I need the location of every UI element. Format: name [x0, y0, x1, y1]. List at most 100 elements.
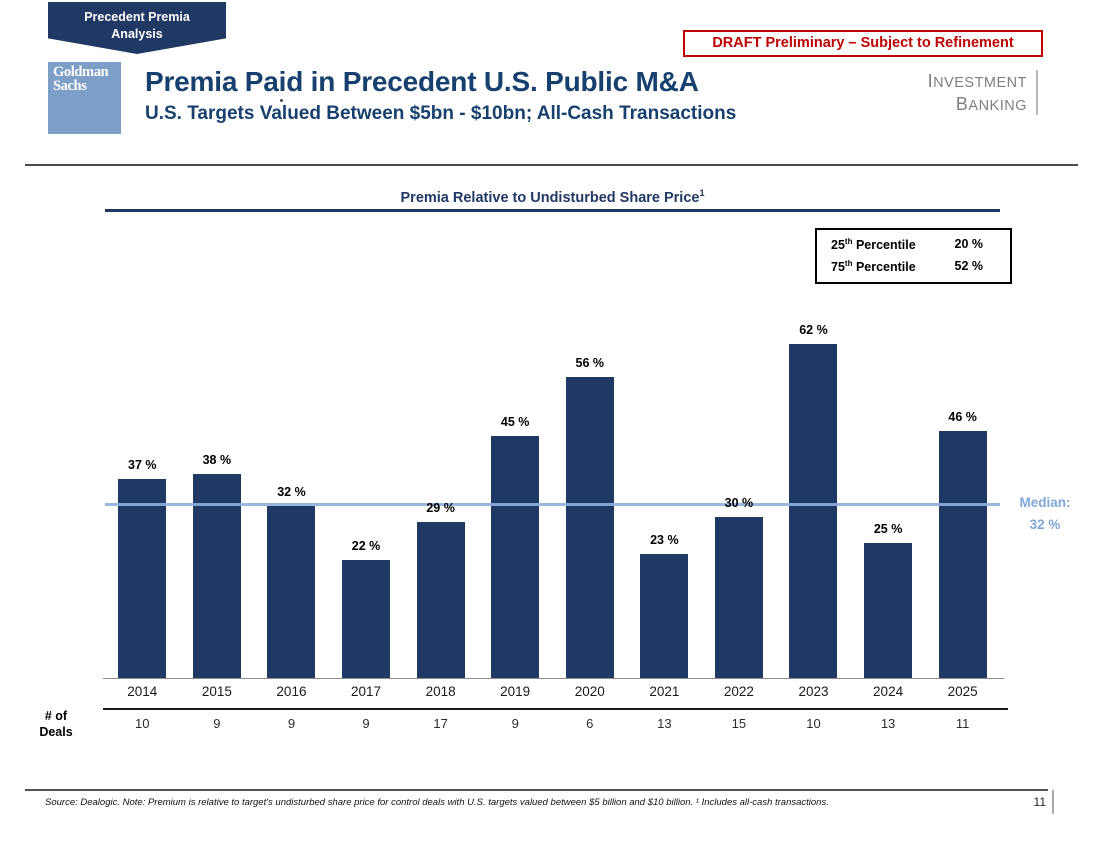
bar-column: 23 % [627, 220, 702, 678]
year-label: 2020 [574, 684, 605, 699]
bar-chart-plot: 37 % 38 % 32 % 22 % 29 % 45 % 56 % 23 % 30 % 62 %… [105, 220, 1000, 678]
year-label: 2024 [873, 684, 904, 699]
stray-dot [280, 99, 283, 102]
bar-value-label: 25 % [873, 522, 903, 536]
deal-count: 11 [955, 716, 970, 731]
chart-title-text: Premia Relative to Undisturbed Share Pri… [400, 189, 700, 206]
bar [192, 474, 241, 678]
year-label: 2015 [201, 684, 232, 699]
deal-count: 9 [287, 716, 296, 731]
section-tab-line2: Analysis [111, 26, 163, 41]
chart-title-footnote-marker: 1 [699, 188, 705, 198]
median-label-line2: 32 % [1029, 516, 1061, 532]
bar-column: 46 % [925, 220, 1000, 678]
deals-label-line2: Deals [39, 724, 73, 739]
bar-column: 32 % [254, 220, 329, 678]
bar-column: 22 % [329, 220, 404, 678]
deal-counts-row: 10 9 9 9 17 9 6 13 15 10 13 11 [105, 716, 1000, 731]
year-label: 2022 [723, 684, 754, 699]
bar-value-label: 46 % [948, 410, 977, 424]
deal-count: 10 [135, 716, 150, 731]
bar-column: 45 % [478, 220, 553, 678]
bar [565, 377, 614, 678]
deal-count: 10 [806, 716, 821, 731]
division-line2: Banking [955, 93, 1027, 114]
bar-column: 37 % [105, 220, 180, 678]
section-tab-line1: Precedent Premia [84, 10, 190, 24]
deal-count: 6 [586, 716, 594, 731]
deals-row-label: # of Deals [25, 709, 87, 740]
year-label: 2016 [276, 684, 307, 699]
bar-value-label: 22 % [351, 539, 381, 553]
logo-line1: Goldman [53, 64, 109, 80]
deal-count: 9 [213, 716, 221, 731]
bar-value-label: 37 % [128, 458, 157, 472]
bar [789, 344, 838, 678]
draft-stamp: DRAFT Preliminary – Subject to Refinemen… [683, 30, 1043, 57]
bar-column: 29 % [403, 220, 478, 678]
bar [864, 543, 913, 678]
year-label: 2021 [649, 684, 680, 699]
logo-line2: Sachs [53, 77, 87, 94]
deal-count: 13 [657, 716, 672, 731]
percentile-75-label: 75th Percentile [831, 259, 916, 275]
bar-column: 62 % [776, 220, 851, 678]
page-number: 11 [1033, 795, 1046, 809]
percentile-box: 25th Percentile 20 % 75th Percentile 52 … [815, 228, 1012, 284]
bar-value-label: 30 % [724, 496, 754, 510]
deals-label-line1: # of [44, 709, 68, 723]
median-line [105, 503, 1000, 506]
bar [938, 431, 987, 678]
bar-value-label: 62 % [799, 323, 828, 337]
footer-divider [25, 789, 1048, 791]
division-line1: Investment [927, 71, 1027, 91]
header-divider [25, 164, 1078, 166]
bar [267, 506, 316, 678]
year-label: 2018 [425, 684, 456, 699]
bar [640, 554, 689, 678]
year-label: 2023 [798, 684, 829, 699]
deals-divider-line [103, 708, 1008, 710]
page-number-bar [1052, 790, 1054, 814]
bar [714, 517, 763, 678]
bar [118, 479, 167, 678]
year-label: 2014 [127, 684, 158, 699]
bar [491, 436, 540, 678]
year-labels-row: 2014 2015 2016 2017 2018 2019 2020 2021 2022 2023… [105, 684, 1000, 699]
section-tab-banner: Precedent Premia Analysis [48, 2, 226, 54]
page-title: Premia Paid in Precedent U.S. Public M&A [145, 66, 699, 97]
bar-value-label: 32 % [277, 485, 306, 499]
chart-title: Premia Relative to Undisturbed Share Pri… [105, 188, 1000, 206]
deal-count: 13 [880, 716, 896, 731]
bars-container: 37 % 38 % 32 % 22 % 29 % 45 % 56 % 23 % 30 % 62 %… [105, 220, 1000, 678]
percentile-25-value: 20 % [954, 237, 984, 252]
deal-count: 15 [731, 716, 747, 731]
division-block: Investment Banking [860, 70, 1038, 115]
bar-column: 25 % [851, 220, 926, 678]
deal-count: 9 [511, 716, 519, 731]
source-note: Source: Dealogic. Note: Premium is relat… [45, 797, 829, 808]
percentile-25-label: 25th Percentile [831, 237, 916, 253]
bar-value-label: 45 % [500, 415, 530, 429]
page-subtitle: U.S. Targets Valued Between $5bn - $10bn… [145, 103, 737, 124]
bar [416, 522, 465, 678]
x-axis-line [103, 678, 1004, 679]
bar-column: 30 % [702, 220, 777, 678]
goldman-sachs-logo: Goldman Sachs [48, 62, 121, 134]
bar-column: 56 % [552, 220, 627, 678]
deal-count: 9 [362, 716, 370, 731]
bar-value-label: 23 % [650, 533, 679, 547]
deal-count: 17 [433, 716, 448, 731]
median-label: Median: 32 % [1010, 492, 1080, 535]
bar [342, 560, 391, 678]
percentile-row-25: 25th Percentile 20 % [831, 237, 983, 252]
percentile-75-value: 52 % [954, 259, 984, 274]
year-label: 2017 [351, 684, 382, 699]
year-label: 2025 [947, 684, 978, 699]
bar-value-label: 38 % [202, 453, 232, 467]
chart-title-underline [105, 209, 1000, 212]
median-label-line1: Median: [1019, 495, 1071, 510]
percentile-row-75: 75th Percentile 52 % [831, 259, 983, 274]
bar-value-label: 56 % [575, 356, 605, 370]
